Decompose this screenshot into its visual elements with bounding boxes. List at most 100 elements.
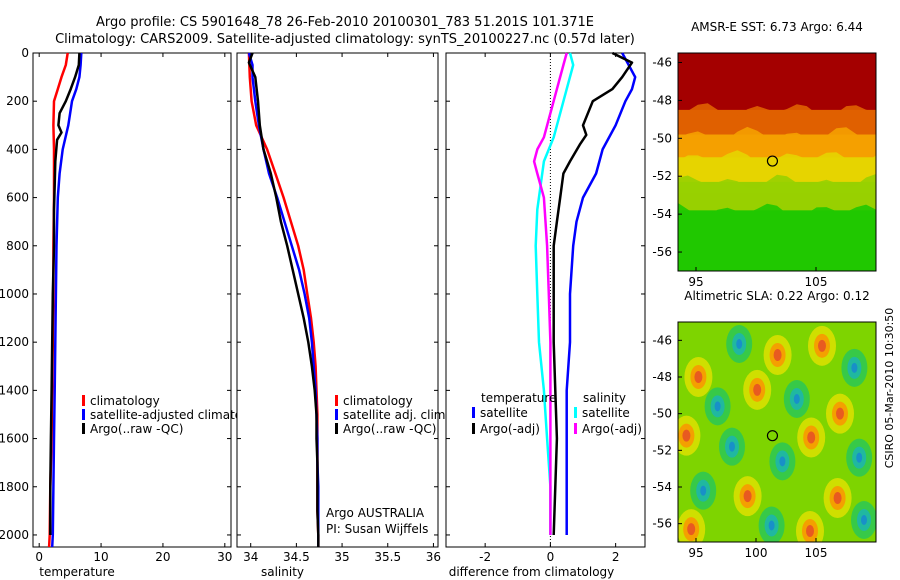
legend-label: satellite: [480, 406, 528, 420]
legend-label: satellite-adjusted climatolo: [90, 408, 253, 422]
map-frame: [677, 52, 877, 272]
plot-area: [32, 52, 232, 548]
series-line: [552, 51, 634, 536]
map-y-tick-label: -56: [652, 245, 672, 259]
figure-title-line1: Argo profile: CS 5901648_78 26-Feb-2010 …: [96, 15, 594, 30]
y-tick-label: 1600: [0, 432, 29, 446]
sst-transition: [678, 203, 876, 223]
x-tick-label: 20: [155, 550, 170, 564]
x-tick-label: 10: [93, 550, 108, 564]
x-tick-label: 30: [217, 550, 232, 564]
x-tick-label: 34: [243, 550, 258, 564]
series-line: [565, 52, 637, 535]
argo-float-marker: [766, 155, 779, 167]
sla-high-peak: [818, 339, 826, 352]
map-field: [678, 322, 876, 542]
series-line: [534, 52, 575, 535]
sla-low-trough: [779, 456, 786, 467]
legend-swatch: [335, 395, 338, 406]
x-tick-label: 0: [547, 550, 555, 564]
y-tick-label: 1000: [0, 287, 29, 301]
x-axis-label: salinity: [261, 565, 304, 579]
x-tick-label: 0: [35, 550, 43, 564]
y-tick-label: 1800: [0, 480, 29, 494]
y-tick-label: 1400: [0, 383, 29, 397]
legend-swatch: [574, 423, 577, 434]
sla-low-trough: [714, 401, 721, 412]
legend-label: satellite: [582, 406, 630, 420]
sla-high-peak: [807, 431, 816, 444]
x-axis-label: temperature: [39, 565, 114, 579]
profile-panel-1: 0 10 20 30temperature0200400600800100012001…: [0, 46, 253, 579]
map-panel-1: AMSR-E SST: 6.73 Argo: 6.44 -46 -48 -50 -52 -…: [652, 20, 877, 289]
x-tick-label: 35: [334, 550, 349, 564]
plot-area: [236, 52, 439, 548]
annotation-text: Argo AUSTRALIA: [326, 506, 425, 520]
side-timestamp-label: CSIRO 05-Mar-2010 10:30:50: [883, 308, 896, 469]
sla-high-peak: [694, 371, 703, 383]
x-tick-label: 35.5: [374, 550, 401, 564]
x-tick-label: 34.5: [283, 550, 310, 564]
sla-low-trough: [856, 452, 863, 463]
legend-header: temperature: [481, 391, 556, 405]
map-title: AMSR-E SST: 6.73 Argo: 6.44: [691, 20, 863, 34]
legend-swatch: [574, 407, 577, 418]
annotation-text: PI: Susan Wijffels: [326, 522, 428, 536]
legend-label: Argo(..raw -QC): [90, 422, 183, 436]
map-y-tick-label: -52: [652, 443, 672, 457]
sla-low-trough: [768, 520, 775, 531]
sla-high-peak: [773, 349, 782, 361]
map-x-tick-label: 100: [745, 546, 768, 560]
map-y-tick-label: -54: [652, 207, 672, 221]
profile-panel-2: 34 34.5 35 35.5 36 salinity climatologysatelli…: [236, 52, 449, 579]
map-y-tick-label: -56: [652, 517, 672, 531]
sla-low-trough: [729, 441, 735, 452]
legend-label: Argo(-adj): [480, 422, 540, 436]
legend-swatch: [335, 409, 338, 420]
argo-float-marker: [766, 430, 779, 442]
map-y-tick-label: -54: [652, 480, 672, 494]
legend-header: salinity: [583, 391, 626, 405]
y-tick-label: 1200: [0, 335, 29, 349]
sst-transition: [678, 174, 876, 194]
sla-low-trough: [700, 485, 707, 496]
legend-swatch: [82, 409, 85, 420]
map-x-tick-label: 95: [688, 275, 703, 289]
legend-swatch: [472, 423, 475, 434]
legend-swatch: [472, 407, 475, 418]
sla-low-trough: [736, 339, 743, 349]
sla-high-peak: [687, 523, 696, 536]
series-line: [532, 52, 568, 535]
sst-transition: [678, 103, 876, 122]
sla-high-peak: [743, 490, 752, 503]
map-y-tick-label: -50: [652, 131, 672, 145]
legend-label: climatology: [90, 394, 160, 408]
map-x-tick-label: 105: [805, 546, 828, 560]
map-x-tick-label: 95: [688, 546, 703, 560]
x-tick-label: 36: [426, 550, 441, 564]
x-tick-label: -2: [479, 550, 491, 564]
legend-label: Argo(-adj): [582, 422, 642, 436]
y-tick-label: 800: [6, 239, 29, 253]
map-title: Altimetric SLA: 0.22 Argo: 0.12: [684, 289, 869, 303]
y-tick-label: 400: [6, 142, 29, 156]
sla-low-trough: [861, 515, 867, 525]
legend-label: climatology: [343, 394, 413, 408]
y-tick-label: 600: [6, 191, 29, 205]
x-tick-label: 2: [612, 550, 620, 564]
sla-high-peak: [806, 525, 814, 537]
sla-high-peak: [833, 492, 842, 504]
map-y-tick-label: -50: [652, 407, 672, 421]
sla-high-peak: [836, 407, 844, 420]
map-x-tick-label: 105: [805, 275, 828, 289]
x-axis-label: difference from climatology: [449, 565, 615, 579]
y-tick-label: 200: [6, 94, 29, 108]
legend-label: satellite adj. clim.: [343, 408, 449, 422]
series-line: [247, 52, 320, 547]
sst-transition: [678, 126, 876, 147]
legend-swatch: [82, 423, 85, 434]
series-line: [49, 52, 81, 535]
map-y-tick-label: -48: [652, 370, 672, 384]
